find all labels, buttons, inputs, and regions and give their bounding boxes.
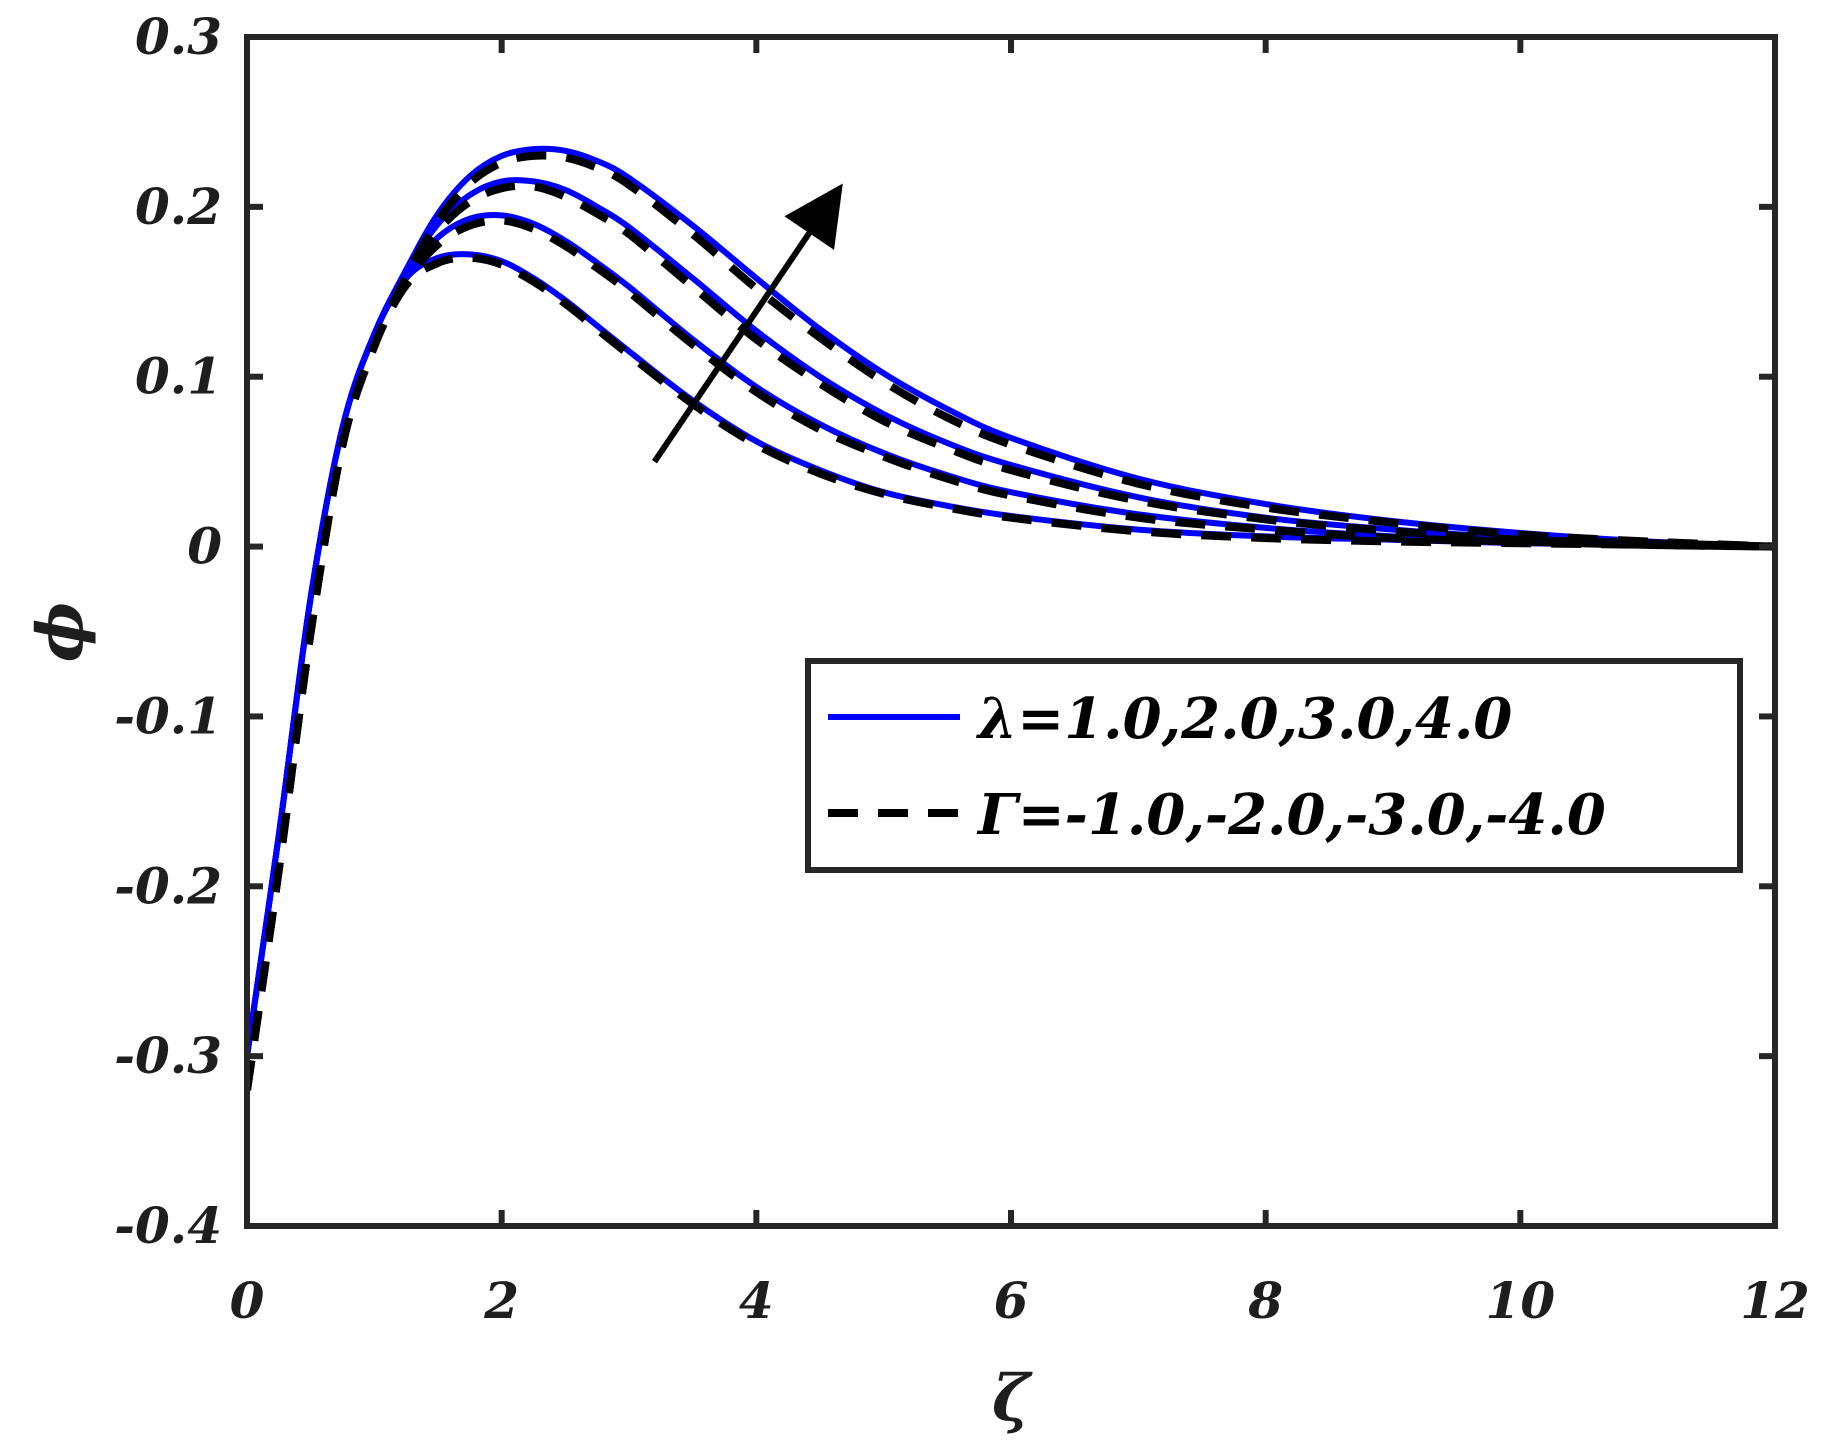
series-line-gamma-1 xyxy=(247,253,1775,1091)
y-tick-label: -0.3 xyxy=(114,1026,222,1085)
y-tick-label: 0.3 xyxy=(135,7,222,66)
y-tick-labels: -0.4 -0.3 -0.2 -0.1 0 0.1 0.2 0.3 xyxy=(114,7,222,1255)
y-tick-label: 0 xyxy=(187,517,222,576)
x-tick-label: 6 xyxy=(994,1271,1029,1330)
y-tick-label: 0.1 xyxy=(135,347,222,406)
x-tick-label: 4 xyxy=(739,1271,774,1330)
x-tick-label: 0 xyxy=(230,1271,265,1330)
y-tick-label: -0.4 xyxy=(114,1196,222,1255)
series-line-gamma-3 xyxy=(247,181,1775,1091)
y-tick-label: -0.1 xyxy=(114,686,222,745)
series-layer xyxy=(247,145,1775,1091)
legend: λ=1.0,2.0,3.0,4.0 Γ=-1.0,-2.0,-3.0,-4.0 xyxy=(805,658,1743,873)
plot-area-frame xyxy=(244,34,1778,1229)
trend-arrow xyxy=(651,183,843,464)
y-tick-label: 0.2 xyxy=(135,177,222,236)
y-tick-label: -0.2 xyxy=(114,856,222,915)
x-tick-label: 10 xyxy=(1486,1271,1556,1330)
x-tick-labels: 0 2 4 6 8 10 12 xyxy=(230,1271,1810,1330)
plot-area-background xyxy=(247,37,1775,1226)
x-tick-label: 12 xyxy=(1740,1271,1810,1330)
legend-label-lambda: λ=1.0,2.0,3.0,4.0 xyxy=(976,686,1512,752)
x-tick-label: 2 xyxy=(483,1271,519,1330)
x-tick-label: 8 xyxy=(1247,1271,1283,1330)
legend-label-gamma: Γ=-1.0,-2.0,-3.0,-4.0 xyxy=(976,782,1606,848)
series-line-gamma-4 xyxy=(247,151,1775,1091)
x-axis-label: ζ xyxy=(992,1361,1033,1436)
legend-box xyxy=(805,658,1743,873)
y-axis-label: ϕ xyxy=(23,602,98,662)
series-line-gamma-2 xyxy=(247,216,1775,1091)
